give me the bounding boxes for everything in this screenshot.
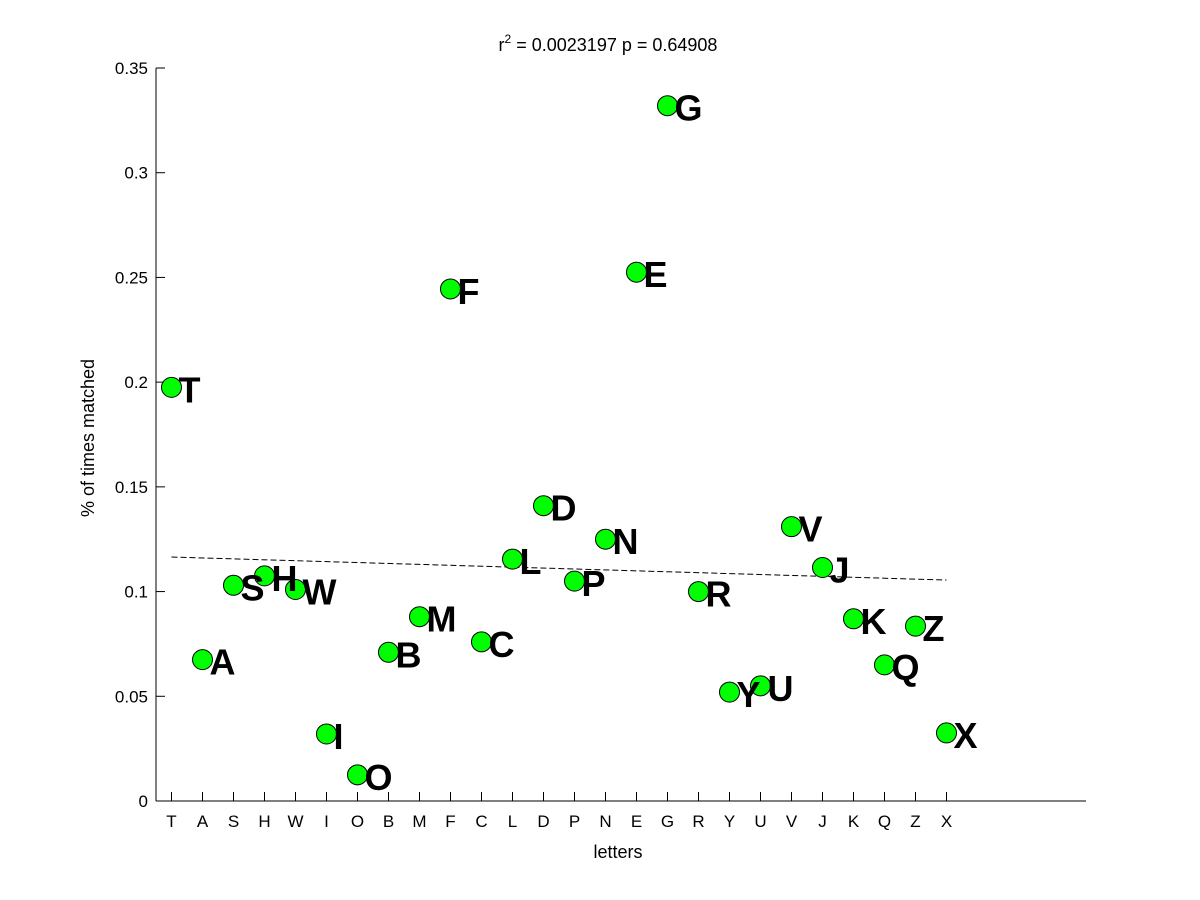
point-label: N	[613, 521, 639, 562]
point-label: V	[799, 509, 823, 550]
point-label: X	[954, 715, 978, 756]
point-label: L	[520, 541, 542, 582]
point-label: F	[458, 271, 480, 312]
x-axis-label: letters	[593, 842, 642, 862]
x-tick-label: M	[412, 812, 426, 831]
data-point	[378, 641, 399, 663]
point-label: H	[272, 558, 298, 599]
data-point	[471, 631, 492, 653]
y-tick-label: 0	[139, 792, 148, 811]
y-tick-label: 0.2	[124, 373, 148, 392]
y-axis-label: % of times matched	[78, 359, 98, 517]
data-point	[192, 649, 213, 671]
point-label: W	[303, 571, 337, 612]
point-label: Y	[737, 674, 761, 715]
y-tick-label: 0.35	[115, 59, 148, 78]
x-tick-label: O	[351, 812, 364, 831]
data-point	[285, 578, 306, 600]
point-label: B	[396, 634, 422, 675]
y-tick-label: 0.05	[115, 687, 148, 706]
data-point	[781, 516, 802, 538]
point-label: M	[427, 599, 457, 640]
data-point	[719, 681, 740, 703]
data-points	[161, 95, 957, 786]
point-label: I	[334, 716, 344, 757]
x-tick-label: J	[818, 812, 827, 831]
x-tick-label: T	[166, 812, 176, 831]
data-point	[843, 608, 864, 630]
data-point	[905, 615, 926, 637]
data-point	[409, 606, 430, 628]
point-label: D	[551, 488, 577, 529]
point-label: G	[675, 88, 703, 129]
point-label: Q	[892, 647, 920, 688]
x-tick-label: L	[508, 812, 517, 831]
point-label: A	[210, 642, 236, 683]
point-label: Z	[923, 608, 945, 649]
data-point	[533, 495, 554, 517]
x-tick-label: V	[786, 812, 798, 831]
x-tick-label: R	[692, 812, 704, 831]
data-point	[440, 278, 461, 300]
trendline	[171, 556, 947, 581]
x-tick-label: E	[631, 812, 642, 831]
data-point	[688, 581, 709, 603]
x-tick-label: S	[228, 812, 239, 831]
data-point	[254, 565, 275, 587]
point-label: R	[706, 574, 732, 615]
point-label: J	[830, 549, 850, 590]
point-label: C	[489, 624, 515, 665]
x-tick-label: N	[599, 812, 611, 831]
x-tick-label: W	[287, 812, 303, 831]
data-point	[626, 261, 647, 283]
x-tick-label: F	[445, 812, 455, 831]
data-point	[812, 556, 833, 578]
point-label: P	[582, 563, 606, 604]
y-tick-label: 0.3	[124, 164, 148, 183]
data-point	[347, 764, 368, 786]
x-tick-label: Y	[724, 812, 735, 831]
data-point	[223, 574, 244, 596]
point-label: E	[644, 254, 668, 295]
data-point	[874, 654, 895, 676]
axes	[155, 68, 1086, 802]
x-tick-label: A	[197, 812, 209, 831]
y-tick-label: 0.1	[124, 583, 148, 602]
data-point	[657, 95, 678, 117]
data-point	[595, 528, 616, 550]
point-label: O	[365, 757, 393, 798]
x-tick-label: G	[661, 812, 674, 831]
data-point	[316, 723, 337, 745]
point-label: T	[179, 369, 201, 410]
chart-title: r2 = 0.0023197 p = 0.64908	[499, 32, 718, 55]
data-point	[161, 376, 182, 398]
data-point	[564, 570, 585, 592]
x-tick-label: B	[383, 812, 394, 831]
data-point	[936, 722, 957, 744]
point-label: U	[768, 668, 794, 709]
x-tick-label: C	[475, 812, 487, 831]
x-tick-label: U	[754, 812, 766, 831]
point-label: S	[241, 567, 265, 608]
x-tick-label: Z	[910, 812, 920, 831]
y-tick-label: 0.25	[115, 268, 148, 287]
x-tick-label: Q	[878, 812, 891, 831]
x-tick-label: D	[537, 812, 549, 831]
x-tick-label: I	[324, 812, 329, 831]
y-tick-label: 0.15	[115, 478, 148, 497]
data-point	[750, 675, 771, 697]
y-ticks: 0 0.05 0.1 0.15 0.2 0.25 0.3 0.35	[115, 59, 165, 811]
x-tick-label: K	[848, 812, 860, 831]
x-tick-label: P	[569, 812, 580, 831]
trendline-group	[171, 556, 947, 581]
point-label: K	[861, 601, 887, 642]
x-tick-label: H	[258, 812, 270, 831]
data-point	[502, 548, 523, 570]
x-tick-label: X	[941, 812, 952, 831]
